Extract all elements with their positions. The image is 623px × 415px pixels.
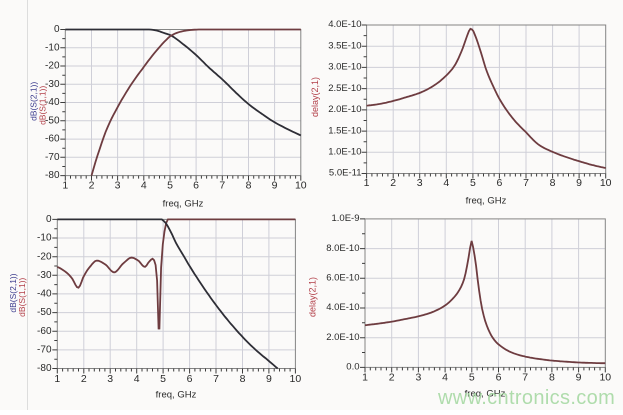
svg-text:5: 5: [167, 179, 173, 191]
svg-text:1.5E-10: 1.5E-10: [328, 125, 361, 136]
svg-text:9: 9: [576, 371, 582, 383]
svg-text:-20: -20: [45, 61, 60, 72]
svg-text:5: 5: [469, 371, 475, 383]
svg-text:dB(S(1,1)): dB(S(1,1)): [38, 86, 48, 125]
svg-text:-10: -10: [37, 233, 52, 244]
svg-text:-70: -70: [45, 152, 60, 163]
svg-text:-80: -80: [45, 170, 60, 181]
svg-text:4: 4: [442, 371, 448, 383]
svg-text:-40: -40: [37, 289, 52, 300]
svg-text:1.0E-10: 1.0E-10: [328, 147, 361, 158]
svg-text:-60: -60: [45, 134, 60, 145]
svg-text:2.0E-10: 2.0E-10: [326, 332, 359, 343]
svg-text:1: 1: [364, 177, 370, 189]
svg-text:10: 10: [290, 373, 302, 385]
svg-text:4: 4: [443, 177, 449, 189]
svg-text:3.5E-10: 3.5E-10: [328, 40, 361, 51]
svg-text:10: 10: [599, 371, 611, 383]
svg-text:5: 5: [160, 373, 166, 385]
svg-text:freq, GHz: freq, GHz: [156, 390, 197, 401]
svg-text:freq, GHz: freq, GHz: [163, 199, 204, 210]
svg-text:4: 4: [134, 373, 140, 385]
svg-text:4.0E-10: 4.0E-10: [326, 302, 359, 313]
svg-text:3: 3: [115, 179, 121, 191]
svg-text:freq, GHz: freq, GHz: [465, 389, 506, 400]
svg-text:2.5E-10: 2.5E-10: [328, 83, 361, 94]
svg-text:4: 4: [141, 179, 147, 191]
svg-text:8: 8: [550, 177, 556, 189]
svg-text:7: 7: [219, 179, 225, 191]
svg-text:dB(S(1,1)): dB(S(1,1)): [17, 277, 27, 316]
svg-text:-30: -30: [37, 270, 52, 281]
svg-text:3.0E-10: 3.0E-10: [328, 62, 361, 73]
svg-text:-70: -70: [37, 345, 52, 356]
svg-text:0: 0: [54, 24, 60, 35]
svg-text:-50: -50: [45, 115, 60, 126]
svg-text:8: 8: [240, 373, 246, 385]
svg-text:4.0E-10: 4.0E-10: [328, 19, 361, 30]
svg-text:dB(S(2,1)): dB(S(2,1)): [8, 273, 18, 312]
svg-text:10: 10: [295, 179, 307, 191]
svg-text:3: 3: [107, 373, 113, 385]
svg-text:dB(S(2,1)): dB(S(2,1)): [29, 82, 39, 121]
svg-text:2: 2: [81, 373, 87, 385]
svg-text:7: 7: [523, 177, 529, 189]
svg-text:9: 9: [576, 177, 582, 189]
svg-text:delay(2,1): delay(2,1): [310, 77, 320, 117]
svg-text:-20: -20: [37, 251, 52, 262]
svg-text:7: 7: [522, 371, 528, 383]
svg-text:6: 6: [496, 371, 502, 383]
svg-text:-10: -10: [45, 42, 60, 53]
svg-text:0: 0: [46, 214, 52, 225]
svg-text:6: 6: [187, 373, 193, 385]
svg-text:-80: -80: [37, 363, 52, 374]
svg-text:8.0E-10: 8.0E-10: [326, 243, 359, 254]
svg-text:delay(2,1): delay(2,1): [308, 277, 318, 317]
svg-text:2.0E-10: 2.0E-10: [328, 104, 361, 115]
svg-text:1: 1: [62, 179, 68, 191]
svg-text:6: 6: [496, 177, 502, 189]
svg-text:6.0E-10: 6.0E-10: [326, 273, 359, 284]
svg-text:5: 5: [470, 177, 476, 189]
svg-text:freq, GHz: freq, GHz: [466, 196, 507, 207]
svg-text:6: 6: [193, 179, 199, 191]
svg-text:2: 2: [89, 179, 95, 191]
svg-text:1.0E-9: 1.0E-9: [332, 213, 360, 224]
svg-text:1: 1: [54, 373, 60, 385]
svg-text:3: 3: [417, 177, 423, 189]
svg-text:8: 8: [549, 371, 555, 383]
svg-text:9: 9: [266, 373, 272, 385]
svg-text:-30: -30: [45, 79, 60, 90]
svg-text:8: 8: [246, 179, 252, 191]
svg-text:5.0E-11: 5.0E-11: [329, 168, 362, 179]
svg-text:www.cntronics.com: www.cntronics.com: [437, 387, 615, 409]
svg-text:-40: -40: [45, 97, 60, 108]
svg-text:7: 7: [213, 373, 219, 385]
svg-text:9: 9: [272, 179, 278, 191]
svg-text:10: 10: [600, 177, 612, 189]
svg-text:-50: -50: [37, 307, 52, 318]
svg-text:2: 2: [389, 371, 395, 383]
svg-text:-60: -60: [37, 326, 52, 337]
svg-text:0.0: 0.0: [346, 362, 359, 373]
svg-text:1: 1: [362, 371, 368, 383]
svg-text:3: 3: [415, 371, 421, 383]
svg-text:2: 2: [390, 177, 396, 189]
